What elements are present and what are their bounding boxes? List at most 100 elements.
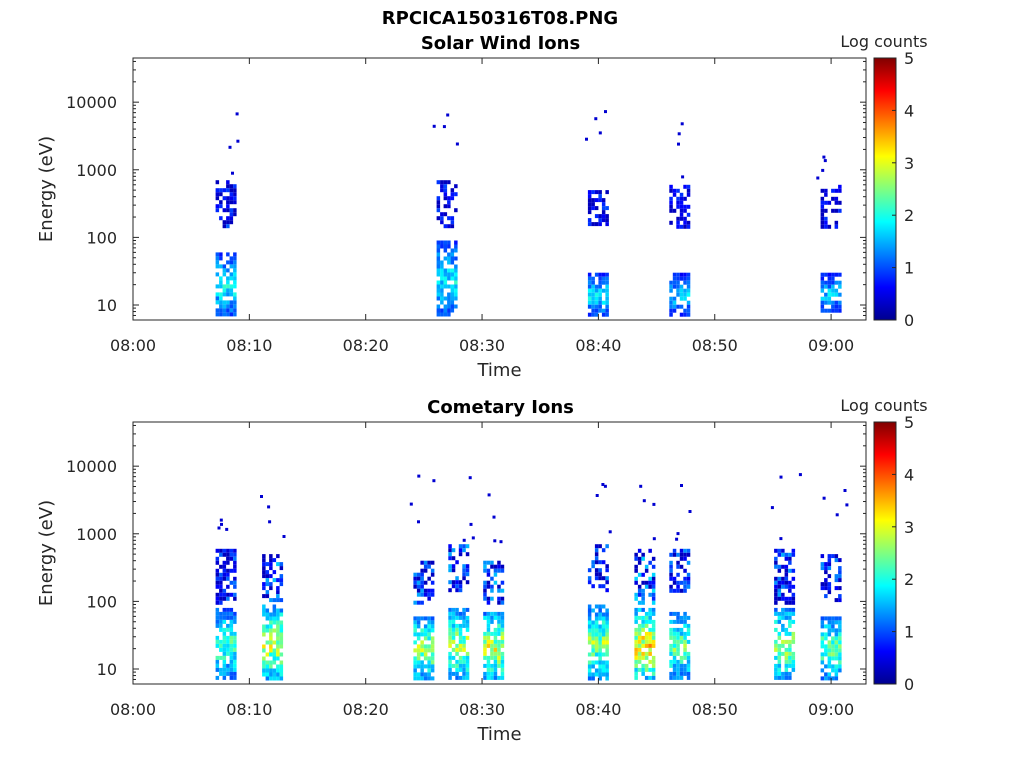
spectrogram-cell	[267, 505, 271, 509]
spectrogram-cell	[440, 184, 444, 189]
spectrogram-cell	[447, 304, 451, 309]
spectrogram-cell	[779, 537, 783, 541]
spectrogram-cell	[450, 296, 455, 301]
spectrogram-cell	[451, 663, 456, 668]
spectrogram-cell	[598, 308, 602, 313]
spectrogram-cell	[233, 284, 237, 289]
spectrogram-cell	[672, 304, 677, 309]
spectrogram-cell	[824, 566, 828, 571]
spectrogram-cell	[222, 300, 227, 305]
spectrogram-cell	[820, 288, 825, 293]
panel-title: Solar Wind Ions	[421, 33, 580, 54]
spectrogram-cell	[215, 192, 220, 197]
spectrogram-cell	[683, 216, 687, 221]
spectrogram-cell	[436, 260, 441, 265]
spectrogram-cell	[834, 644, 839, 649]
spectrogram-cell	[262, 586, 266, 591]
spectrogram-cell	[447, 204, 451, 209]
spectrogram-cell	[641, 635, 645, 640]
spectrogram-cell	[634, 596, 638, 601]
spectrogram-cell	[594, 644, 599, 649]
spectrogram-cell	[451, 607, 456, 612]
spectrogram-cell	[774, 600, 778, 605]
spectrogram-cell	[651, 671, 656, 676]
spectrogram-cell	[641, 663, 645, 668]
spectrogram-cell	[587, 272, 592, 277]
spectrogram-cell	[777, 643, 782, 648]
spectrogram-cell	[279, 660, 284, 665]
spectrogram-cell	[215, 611, 220, 616]
spectrogram-cell	[416, 648, 421, 653]
spectrogram-cell	[644, 667, 649, 672]
spectrogram-cell	[834, 664, 839, 669]
spectrogram-cell	[777, 659, 782, 664]
spectrogram-cell	[598, 276, 602, 281]
spectrogram-cell	[824, 652, 828, 657]
spectrogram-cell	[605, 616, 609, 621]
spectrogram-cell	[219, 252, 223, 257]
spectrogram-cell	[784, 627, 789, 632]
spectrogram-cell	[824, 582, 828, 587]
spectrogram-cell	[831, 300, 835, 305]
spectrogram-cell	[465, 623, 470, 628]
spectrogram-cell	[427, 664, 431, 669]
spectrogram-cell	[594, 312, 599, 317]
spectrogram-cell	[651, 580, 656, 585]
spectrogram-cell	[594, 632, 599, 637]
spectrogram-cell	[229, 188, 234, 193]
spectrogram-cell	[781, 607, 785, 612]
spectrogram-cell	[269, 636, 273, 641]
spectrogram-cell	[598, 544, 602, 549]
spectrogram-cell	[644, 568, 649, 573]
spectrogram-cell	[226, 312, 230, 317]
spectrogram-cell	[838, 624, 842, 629]
spectrogram-cell	[777, 588, 782, 593]
spectrogram-cell	[440, 288, 444, 293]
spectrogram-cell	[409, 502, 413, 506]
spectrogram-cell	[605, 676, 609, 681]
spectrogram-cell	[824, 284, 828, 289]
spectrogram-cell	[226, 607, 230, 612]
spectrogram-cell	[272, 598, 277, 603]
spectrogram-cell	[686, 272, 691, 277]
spectrogram-cell	[265, 582, 270, 587]
spectrogram-cell	[228, 145, 232, 149]
spectrogram-cell	[219, 204, 223, 209]
colorbar-tick-label: 0	[904, 675, 914, 694]
spectrogram-cell	[448, 611, 452, 616]
spectrogram-cell	[265, 624, 270, 629]
spectrogram-cell	[490, 611, 494, 616]
spectrogram-cell	[784, 556, 789, 561]
spectrogram-cell	[669, 280, 673, 285]
spectrogram-cell	[827, 648, 832, 653]
spectrogram-cell	[423, 672, 428, 677]
spectrogram-cell	[651, 643, 656, 648]
spectrogram-cell	[679, 631, 684, 636]
spectrogram-cell	[605, 568, 609, 573]
spectrogram-cell	[233, 560, 237, 565]
spectrogram-cell	[669, 659, 673, 664]
spectrogram-cell	[483, 671, 487, 676]
spectrogram-cell	[788, 584, 792, 589]
spectrogram-cell	[827, 640, 832, 645]
spectrogram-cell	[222, 663, 227, 668]
spectrogram-cell	[601, 288, 606, 293]
spectrogram-cell	[679, 615, 684, 620]
spectrogram-cell	[279, 644, 284, 649]
spectrogram-cell	[262, 604, 266, 609]
spectrogram-cell	[427, 624, 431, 629]
spectrogram-cell	[416, 664, 421, 669]
spectrogram-cell	[686, 671, 691, 676]
spectrogram-cell	[598, 576, 602, 581]
spectrogram-cell	[423, 636, 428, 641]
spectrogram-cell	[262, 570, 266, 575]
spectrogram-cell	[231, 171, 234, 175]
spectrogram-cell	[226, 635, 230, 640]
spectrogram-cell	[265, 590, 270, 595]
spectrogram-cell	[493, 539, 497, 543]
spectrogram-cell	[229, 208, 234, 213]
spectrogram-cell	[831, 648, 835, 653]
spectrogram-cell	[229, 256, 234, 261]
spectrogram-cell	[447, 284, 451, 289]
spectrogram-cell	[226, 584, 230, 589]
